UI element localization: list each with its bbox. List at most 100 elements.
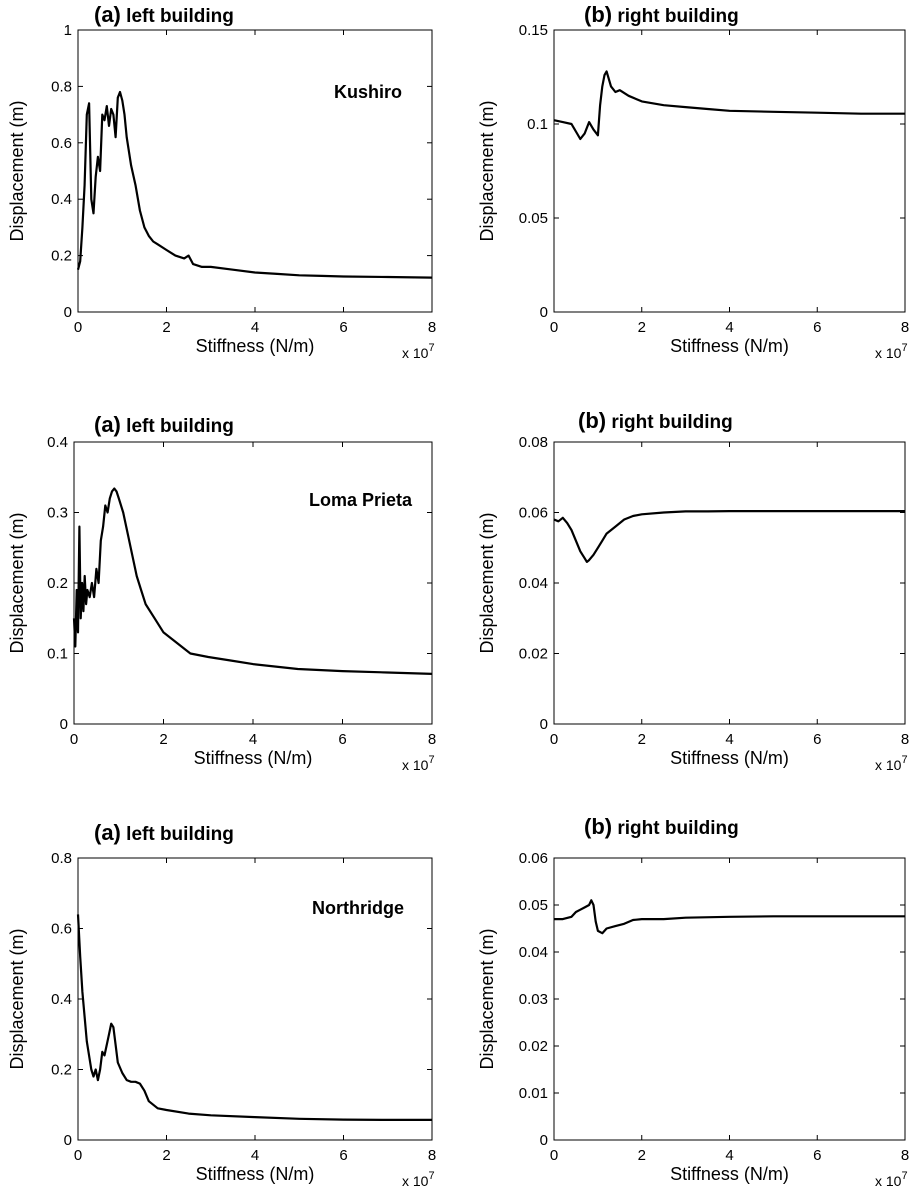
- x-tick-label: 8: [428, 1147, 436, 1164]
- x-axis-label: Stiffness (N/m): [194, 748, 313, 768]
- y-tick-label: 0.8: [51, 850, 72, 867]
- x-tick-label: 0: [550, 319, 558, 336]
- earthquake-label: Kushiro: [334, 82, 402, 102]
- chart-panel-4: (b) right building 0 2 4 6 8 0 0.02 0.04 0.06 0.08…: [477, 408, 909, 773]
- x-axis-multiplier: x 107: [402, 342, 435, 361]
- x-tick-label: 8: [428, 319, 436, 336]
- y-tick-label: 0.4: [51, 191, 72, 208]
- x-tick-label: 2: [638, 319, 646, 336]
- chart-title-prefix: (b): [578, 408, 606, 433]
- y-tick-label: 0.3: [47, 505, 68, 522]
- chart-title-text: left building: [121, 6, 234, 27]
- y-tick-label: 0.03: [519, 991, 548, 1008]
- x-tick-label: 4: [725, 319, 733, 336]
- chart-panel-3: (a) left building 0 2 4 6 8 0 0.1 0.2 0.3 0.4 Stiff…: [7, 412, 436, 773]
- y-axis-label: Displacement (m): [477, 512, 497, 653]
- x-tick-label: 2: [159, 731, 167, 748]
- x-axis-label: Stiffness (N/m): [670, 336, 789, 356]
- y-tick-label: 0: [540, 1132, 548, 1149]
- x-tick-label: 0: [74, 319, 82, 336]
- y-tick-label: 0.02: [519, 1038, 548, 1055]
- chart-title: (a) left building: [94, 2, 234, 27]
- series-line-1: [72, 487, 433, 675]
- chart-title-prefix: (a): [94, 412, 121, 437]
- x-tick-label: 4: [251, 1147, 259, 1164]
- y-tick-label: 0: [540, 304, 548, 321]
- x-axis-label: Stiffness (N/m): [670, 1164, 789, 1184]
- chart-panel-1: (a) left building 0 2 4 6 8 0 0.2 0.4 0.6 0.8 1 Stif…: [7, 2, 436, 361]
- y-tick-label: 0: [60, 716, 68, 733]
- chart-title: (b) right building: [578, 408, 733, 433]
- y-axis-label: Displacement (m): [7, 512, 27, 653]
- y-tick-label: 0: [64, 304, 72, 321]
- x-tick-label: 6: [813, 319, 821, 336]
- x-tick-label: 4: [725, 731, 733, 748]
- x-axis-label: Stiffness (N/m): [670, 748, 789, 768]
- y-tick-label: 0: [64, 1132, 72, 1149]
- x-tick-label: 2: [162, 1147, 170, 1164]
- y-axis-label: Displacement (m): [7, 100, 27, 241]
- chart-title: (b) right building: [584, 814, 739, 839]
- x-tick-label: 0: [550, 731, 558, 748]
- x-tick-label: 6: [339, 319, 347, 336]
- y-tick-label: 0.2: [51, 248, 72, 265]
- plot-frame: [553, 441, 906, 725]
- earthquake-label: Loma Prieta: [309, 490, 413, 510]
- x-tick-label: 0: [550, 1147, 558, 1164]
- y-tick-label: 0.08: [519, 434, 548, 451]
- x-tick-label: 8: [901, 731, 909, 748]
- y-tick-label: 0.05: [519, 210, 548, 227]
- chart-title: (a) left building: [94, 820, 234, 845]
- y-tick-label: 0.06: [519, 850, 548, 867]
- y-axis-label: Displacement (m): [477, 928, 497, 1069]
- x-axis-multiplier: x 107: [402, 1170, 435, 1186]
- x-tick-label: 2: [638, 1147, 646, 1164]
- y-tick-label: 0.04: [519, 575, 548, 592]
- x-axis-label: Stiffness (N/m): [196, 1164, 315, 1184]
- x-tick-label: 4: [251, 319, 259, 336]
- x-tick-label: 2: [162, 319, 170, 336]
- chart-title-text: right building: [612, 6, 739, 27]
- chart-title-text: right building: [612, 818, 739, 839]
- x-axis-multiplier: x 107: [875, 1170, 908, 1186]
- series-line-1: [76, 90, 433, 279]
- series-line-1: [553, 70, 905, 141]
- chart-title-prefix: (a): [94, 2, 121, 27]
- chart-panel-5: (a) left building 0 2 4 6 8 0 0.2 0.4 0.6 0.8 Stiff…: [7, 820, 436, 1186]
- y-tick-label: 0.8: [51, 78, 72, 95]
- y-tick-label: 0.01: [519, 1085, 548, 1102]
- series-line-1: [553, 510, 905, 564]
- plot-frame: [553, 857, 906, 1141]
- y-axis-label: Displacement (m): [7, 928, 27, 1069]
- x-axis-multiplier: x 107: [875, 342, 908, 361]
- y-tick-label: 0.02: [519, 646, 548, 663]
- x-tick-label: 0: [70, 731, 78, 748]
- x-tick-label: 8: [901, 1147, 909, 1164]
- x-tick-label: 6: [339, 1147, 347, 1164]
- x-axis-multiplier: x 107: [875, 754, 908, 773]
- chart-title-text: right building: [606, 412, 733, 433]
- series-line-1: [554, 899, 905, 935]
- x-tick-label: 0: [74, 1147, 82, 1164]
- chart-title-prefix: (b): [584, 814, 612, 839]
- chart-title-prefix: (b): [584, 2, 612, 27]
- chart-title-text: left building: [121, 416, 234, 437]
- earthquake-label: Northridge: [312, 898, 404, 918]
- x-tick-label: 2: [638, 731, 646, 748]
- y-tick-label: 1: [64, 22, 72, 39]
- y-tick-label: 0.05: [519, 897, 548, 914]
- chart-title-text: left building: [121, 824, 234, 845]
- x-tick-label: 4: [725, 1147, 733, 1164]
- x-tick-label: 6: [813, 1147, 821, 1164]
- y-tick-label: 0.1: [527, 116, 548, 133]
- y-tick-label: 0.06: [519, 505, 548, 522]
- plot-frame: [73, 441, 433, 725]
- y-tick-label: 0.1: [47, 646, 68, 663]
- y-tick-label: 0.2: [51, 1062, 72, 1079]
- x-tick-label: 4: [249, 731, 257, 748]
- chart-panel-2: (b) right building 0 2 4 6 8 0 0.05 0.1 0.15 Stiff…: [477, 2, 909, 361]
- x-tick-label: 6: [338, 731, 346, 748]
- y-axis-label: Displacement (m): [477, 100, 497, 241]
- chart-title: (b) right building: [584, 2, 739, 27]
